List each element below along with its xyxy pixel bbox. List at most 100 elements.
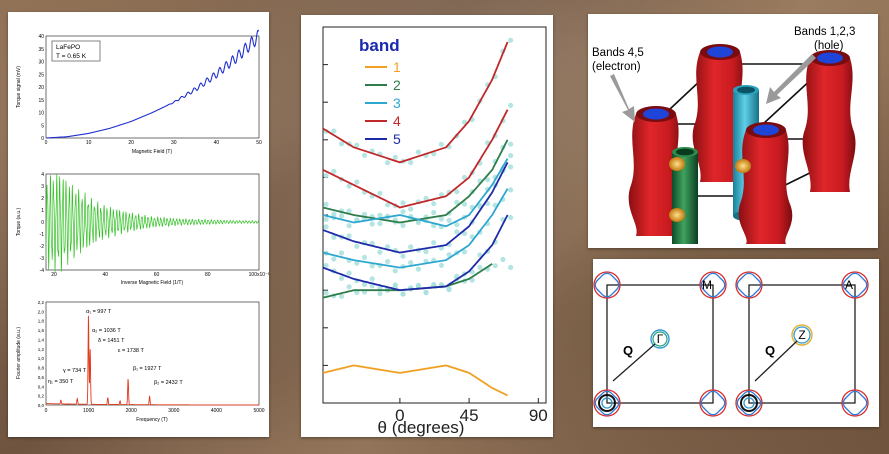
electron-pocket-back-right	[802, 50, 856, 192]
annotation-eta1: η₁ = 350 T	[48, 379, 74, 385]
data-point	[346, 223, 352, 229]
data-point	[346, 233, 352, 239]
data-point	[369, 221, 375, 227]
data-point	[338, 275, 345, 281]
x-tick-label: 5000	[253, 408, 264, 414]
data-point	[377, 285, 383, 291]
hole-pocket-z	[793, 326, 811, 344]
torque-oscillation-line	[45, 173, 259, 272]
data-point	[408, 244, 414, 250]
data-point	[377, 291, 383, 297]
data-point	[354, 243, 360, 249]
y-axis-label: Fourier amplitude (a.u.)	[16, 327, 22, 379]
data-point	[461, 201, 468, 207]
data-point	[508, 164, 514, 170]
x-tick-label: 20	[128, 140, 134, 146]
x-tick-label: 60	[154, 272, 160, 278]
data-point	[423, 249, 429, 255]
band-curve-5	[322, 214, 509, 292]
data-point	[423, 289, 429, 296]
label-electron-bands: Bands 4,5	[592, 47, 644, 59]
y-tick-label: 25	[38, 72, 44, 78]
data-point	[331, 234, 337, 240]
legend-label-1: 1	[393, 59, 401, 75]
data-point	[485, 177, 491, 183]
data-point	[408, 159, 414, 166]
electron-pocket-front-left	[628, 106, 683, 236]
x-axis-label: Frequency (T)	[136, 417, 168, 423]
x-tick-label: 40	[102, 272, 108, 278]
data-point	[431, 209, 437, 216]
annotation-epsilon: ε = 1738 T	[118, 348, 144, 354]
torque-plot: 0 5 10 15 20 25 30 35 40 0 10 20 30 40 50 Torque sign…	[16, 29, 262, 155]
data-point	[508, 214, 514, 221]
y-tick-label: 30	[38, 60, 44, 66]
x-tick-label: 0	[45, 140, 48, 146]
data-point	[377, 249, 383, 255]
corner-pocket	[841, 389, 869, 417]
data-point	[346, 183, 352, 189]
y-tick-label: 10	[38, 111, 44, 117]
data-point	[500, 256, 506, 263]
data-point	[377, 212, 383, 218]
data-point	[331, 128, 337, 134]
legend-line-2: T = 0.65 K	[56, 53, 87, 60]
annotation-delta: δ = 1451 T	[98, 338, 125, 344]
data-point	[361, 281, 368, 287]
x-tick-label: 80	[205, 272, 211, 278]
y-tick-label: 2,2	[38, 300, 45, 305]
x-tick-label: 90	[529, 406, 548, 425]
data-point	[331, 168, 337, 174]
data-point	[323, 173, 329, 179]
x-tick-labels: 20 40 60 80 100x10⁻³	[51, 272, 269, 278]
y-tick-label: 4	[41, 172, 44, 178]
annotation-alpha1: α₁ = 997 T	[86, 309, 112, 315]
data-point	[392, 268, 398, 274]
band-curve-1	[322, 364, 509, 397]
y-tick-label: 1,0	[38, 356, 45, 361]
data-point	[338, 293, 345, 299]
y-tick-label: 2	[41, 196, 44, 202]
y-tick-label: 1	[41, 208, 44, 214]
arrow-hole	[766, 54, 816, 104]
data-point	[323, 216, 329, 222]
data-point	[323, 224, 329, 230]
x-tick-label: 45	[460, 406, 479, 425]
frame-tick-marks	[323, 64, 539, 403]
band-curves	[322, 41, 509, 397]
legend-label-3: 3	[393, 95, 401, 111]
y-tick-label: 40	[38, 34, 44, 40]
y-tick-labels: -4 -3 -2 -1 0 1 2 3 4	[40, 172, 45, 274]
x-tick-label: 1000	[83, 408, 94, 414]
data-point	[446, 217, 452, 223]
data-point	[400, 209, 406, 215]
corner-pocket	[593, 389, 621, 417]
data-point	[454, 189, 460, 195]
annotation-beta2: β₂ = 2432 T	[154, 380, 183, 386]
data-point	[438, 216, 444, 222]
gold-pocket	[735, 159, 751, 173]
data-point	[361, 254, 368, 260]
label-q-left: Q	[623, 343, 633, 358]
data-point	[385, 202, 391, 208]
corner-pocket	[593, 271, 621, 299]
legend-label-4: 4	[393, 113, 401, 129]
x-tick-label: 50	[256, 140, 262, 146]
data-point	[508, 102, 514, 108]
data-point	[346, 270, 352, 276]
hole-pocket-gamma-inner	[652, 331, 668, 347]
label-m: M	[702, 278, 712, 292]
x-tick-label: 0	[395, 406, 404, 425]
y-tick-label: 20	[38, 85, 44, 91]
plot-frame	[45, 301, 260, 406]
annotation-arrows	[610, 54, 816, 122]
data-point	[346, 208, 352, 214]
legend-label-5: 5	[393, 131, 401, 147]
data-point	[385, 244, 391, 250]
data-point	[400, 253, 406, 259]
x-tick-labels: 0 10 20 30 40 50	[45, 140, 262, 146]
y-tick-label: 5	[41, 123, 44, 129]
band-curve-4	[322, 41, 509, 164]
corner-pockets	[593, 271, 869, 417]
